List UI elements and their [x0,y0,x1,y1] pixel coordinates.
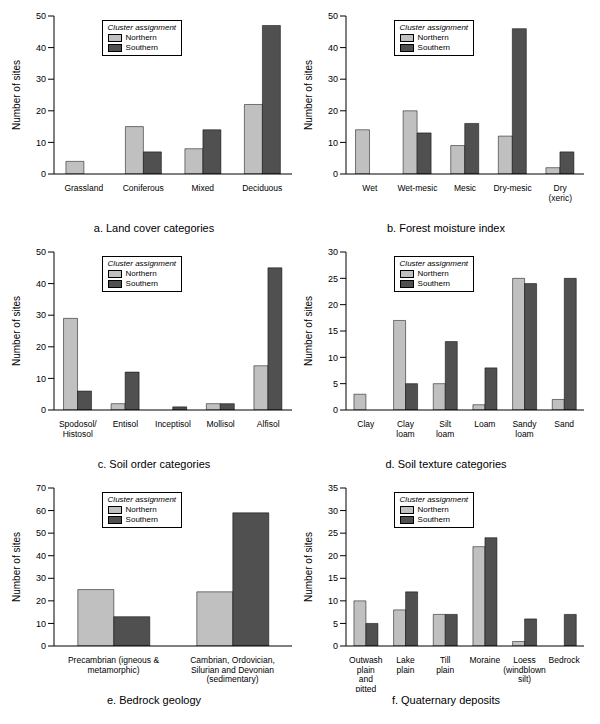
html-text:Cluster assignment: Cluster assignment [399,259,469,268]
svg-text:Sandyloam: Sandyloam [512,419,537,439]
svg-text:10: 10 [328,596,338,606]
svg-text:Number of sites: Number of sites [11,60,22,130]
svg-text:15: 15 [328,326,338,336]
html-text:Northern: Northern [417,269,449,278]
svg-text:40: 40 [36,43,46,53]
svg-text:30: 30 [328,506,338,516]
svg-text:0: 0 [41,641,46,651]
svg-text:0: 0 [333,641,338,651]
html-text:Cluster assignment: Cluster assignment [399,495,469,504]
svg-text:30: 30 [36,573,46,583]
svg-text:50: 50 [328,11,338,21]
html-text:Cluster assignment: Cluster assignment [107,23,177,32]
svg-text:Outwashplainandpittedoutwash: Outwashplainandpittedoutwash [349,655,383,692]
html-text:Southern: Southern [417,43,451,52]
svg-text:Number of sites: Number of sites [303,296,314,366]
svg-text:70: 70 [36,483,46,493]
html-text:a. Land cover categories: a. Land cover categories [93,222,215,234]
html-text:Northern: Northern [417,33,449,42]
svg-text:Clayloam: Clayloam [396,419,414,439]
svg-text:20: 20 [36,342,46,352]
svg-text:Number of sites: Number of sites [303,60,314,130]
svg-text:20: 20 [36,596,46,606]
svg-text:Deciduous: Deciduous [242,183,282,193]
svg-text:Mesic: Mesic [454,183,477,193]
svg-text:Wet-mesic: Wet-mesic [397,183,438,193]
svg-text:Loam: Loam [474,419,495,429]
svg-text:50: 50 [36,528,46,538]
svg-text:20: 20 [36,106,46,116]
svg-text:Bedrock: Bedrock [549,655,581,665]
svg-text:Grassland: Grassland [64,183,103,193]
svg-text:40: 40 [328,43,338,53]
svg-text:Number of sites: Number of sites [11,532,22,602]
html-text:Southern: Southern [125,515,159,524]
svg-text:Alfisol: Alfisol [257,419,280,429]
svg-text:Dry(xeric): Dry(xeric) [548,183,572,203]
html-text:Cluster assignment: Cluster assignment [399,23,469,32]
html-text:b. Forest moisture index: b. Forest moisture index [387,222,505,234]
svg-text:30: 30 [328,74,338,84]
html-text:Southern: Southern [417,515,451,524]
svg-text:Moraine: Moraine [469,655,500,665]
svg-text:10: 10 [36,374,46,384]
svg-text:10: 10 [36,138,46,148]
svg-text:Number of sites: Number of sites [11,296,22,366]
svg-text:Cambrian, Ordovician,Silurian: Cambrian, Ordovician,Silurian and Devoni… [190,655,275,684]
svg-text:60: 60 [36,506,46,516]
svg-text:50: 50 [36,11,46,21]
svg-text:Spodosol/Histosol: Spodosol/Histosol [59,419,97,439]
svg-text:Lakeplain: Lakeplain [396,655,415,675]
html-text:Southern: Southern [417,279,451,288]
html-text:Northern: Northern [417,505,449,514]
svg-text:35: 35 [328,483,338,493]
svg-text:10: 10 [328,138,338,148]
html-text:Northern: Northern [125,505,157,514]
svg-text:40: 40 [36,279,46,289]
svg-text:20: 20 [328,551,338,561]
html-text:Cluster assignment: Cluster assignment [107,495,177,504]
svg-text:Precambrian (igneous &metamorp: Precambrian (igneous &metamorphic) [68,655,160,675]
svg-text:30: 30 [328,247,338,257]
svg-text:25: 25 [328,528,338,538]
svg-text:Dry-mesic: Dry-mesic [493,183,532,193]
svg-text:15: 15 [328,573,338,583]
svg-text:Mollisol: Mollisol [206,419,234,429]
svg-text:Siltloam: Siltloam [436,419,454,439]
svg-text:5: 5 [333,619,338,629]
svg-text:20: 20 [328,300,338,310]
svg-text:30: 30 [36,74,46,84]
svg-text:10: 10 [36,619,46,629]
svg-text:Tillplain: Tillplain [436,655,454,675]
svg-text:5: 5 [333,379,338,389]
svg-text:0: 0 [333,405,338,415]
html-text:d. Soil texture categories: d. Soil texture categories [385,458,507,470]
svg-text:25: 25 [328,274,338,284]
html-text:Northern: Northern [125,269,157,278]
svg-text:Coniferous: Coniferous [123,183,164,193]
svg-text:50: 50 [36,247,46,257]
svg-text:0: 0 [41,169,46,179]
svg-text:0: 0 [41,405,46,415]
svg-text:Clay: Clay [357,419,375,429]
svg-text:Number of sites: Number of sites [303,532,314,602]
html-text:Northern: Northern [125,33,157,42]
svg-text:20: 20 [328,106,338,116]
svg-text:Wet: Wet [362,183,378,193]
html-text:e. Bedrock geology: e. Bedrock geology [106,694,202,706]
svg-text:10: 10 [328,353,338,363]
svg-text:40: 40 [36,551,46,561]
svg-text:Mixed: Mixed [191,183,214,193]
svg-text:Loess(windblownsilt): Loess(windblownsilt) [503,655,546,684]
svg-text:Sand: Sand [554,419,574,429]
svg-text:0: 0 [333,169,338,179]
html-text:c. Soil order categories: c. Soil order categories [97,458,211,470]
html-text:Cluster assignment: Cluster assignment [107,259,177,268]
html-text:Southern: Southern [125,279,159,288]
svg-text:Entisol: Entisol [113,419,139,429]
html-text:Southern: Southern [125,43,159,52]
svg-text:Inceptisol: Inceptisol [155,419,191,429]
html-text:f. Quaternary deposits: f. Quaternary deposits [391,694,501,706]
svg-text:30: 30 [36,310,46,320]
